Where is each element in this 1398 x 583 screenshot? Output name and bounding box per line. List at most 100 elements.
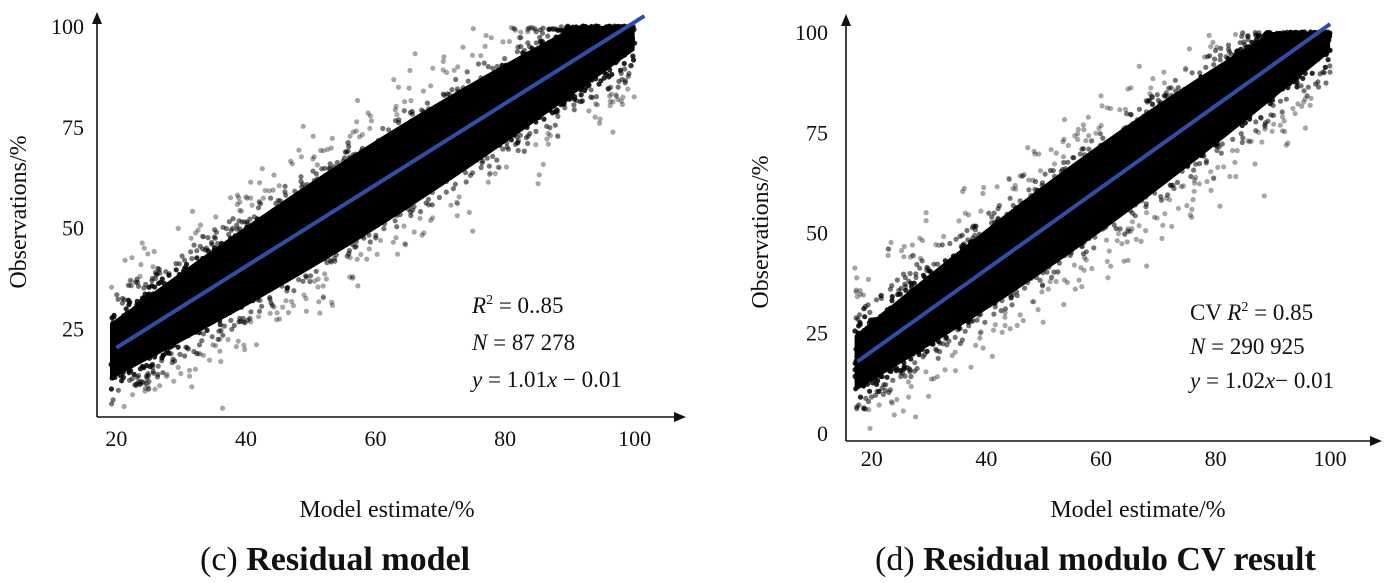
scatter-point (952, 368, 959, 374)
scatter-point (329, 184, 335, 190)
scatter-point (1061, 301, 1067, 308)
scatter-point (396, 144, 402, 150)
scatter-point (1217, 57, 1223, 63)
scatter-point (1102, 150, 1108, 156)
scatter-point (366, 213, 372, 219)
scatter-point (1156, 179, 1162, 185)
scatter-point (578, 87, 584, 93)
scatter-point (284, 285, 290, 291)
scatter-point (1124, 111, 1130, 117)
scatter-point (1128, 85, 1134, 91)
scatter-point (1046, 247, 1052, 253)
scatter-point (1212, 47, 1219, 54)
scatter-point (1031, 272, 1037, 278)
scatter-point (900, 408, 906, 414)
scatter-point (130, 358, 136, 364)
scatter-point (1058, 168, 1064, 174)
scatter-point (1086, 199, 1092, 205)
scatter-point (618, 41, 624, 47)
scatter-point (247, 315, 253, 321)
scatter-point (262, 187, 268, 194)
scatter-point (392, 191, 398, 197)
panel-c-residual-model: 20 40 60 80 100 25 50 75 100 Model estimate/% O… (6, 12, 686, 578)
scatter-point (923, 330, 929, 336)
scatter-point (1059, 247, 1065, 253)
scatter-point (146, 284, 152, 290)
scatter-point (110, 375, 116, 381)
scatter-point (1271, 121, 1277, 127)
scatter-point (137, 366, 143, 372)
scatter-point (178, 325, 184, 332)
scatter-point (558, 102, 564, 108)
scatter-point (457, 112, 463, 118)
scatter-point (1149, 101, 1156, 107)
scatter-point (1317, 50, 1323, 57)
scatter-point (1248, 86, 1255, 92)
scatter-point (1023, 266, 1029, 272)
scatter-point (147, 351, 153, 357)
scatter-point (889, 294, 895, 300)
scatter-point (280, 219, 286, 225)
scatter-point (1324, 50, 1330, 56)
scatter-point (164, 371, 170, 377)
scatter-point (892, 354, 898, 360)
scatter-point (193, 271, 200, 277)
scatter-point (386, 127, 392, 133)
scatter-point (1165, 132, 1171, 138)
scatter-point (171, 378, 177, 384)
y-tick-label: 50 (62, 216, 84, 241)
scatter-point (227, 309, 233, 315)
scatter-point (299, 214, 305, 221)
scatter-point (908, 373, 914, 380)
scatter-point (142, 385, 148, 391)
scatter-point (876, 402, 882, 408)
scatter-point (861, 327, 867, 334)
scatter-point (443, 110, 449, 116)
scatter-point (191, 289, 197, 296)
scatter-point (454, 86, 461, 92)
scatter-point (310, 156, 316, 162)
scatter-point (552, 122, 558, 128)
scatter-point (419, 107, 425, 113)
scatter-point (589, 68, 595, 74)
scatter-point (961, 185, 967, 191)
scatter-point (222, 295, 228, 301)
scatter-point (1019, 257, 1025, 263)
scatter-point (1125, 228, 1131, 235)
scatter-point (1061, 159, 1067, 166)
scatter-point (1020, 173, 1026, 179)
scatter-point (358, 251, 364, 258)
scatter-point (236, 195, 242, 201)
scatter-point (437, 180, 443, 186)
scatter-point (225, 253, 231, 260)
scatter-point (407, 203, 413, 209)
scatter-point (1010, 218, 1016, 224)
scatter-point (354, 211, 360, 217)
scatter-point (450, 186, 456, 192)
scatter-point (578, 27, 584, 33)
scatter-point (302, 231, 308, 237)
scatter-point (1080, 217, 1086, 223)
scatter-point (327, 161, 333, 167)
scatter-point (502, 56, 508, 62)
scatter-point (1072, 286, 1078, 292)
scatter-point (332, 196, 338, 202)
scatter-point (256, 314, 262, 320)
scatter-point (925, 265, 931, 271)
scatter-point (628, 63, 634, 69)
scatter-point (224, 263, 231, 269)
scatter-point (393, 103, 399, 109)
scatter-point (931, 376, 937, 382)
scatter-point (555, 92, 562, 98)
scatter-point (170, 279, 176, 285)
scatter-point (492, 171, 498, 177)
scatter-point (854, 275, 860, 281)
scatter-point (146, 386, 152, 392)
scatter-point (403, 191, 409, 197)
scatter-point (335, 175, 341, 181)
scatter-point (569, 25, 575, 32)
scatter-point (307, 252, 313, 258)
scatter-point (253, 223, 259, 229)
scatter-point (156, 348, 162, 354)
scatter-point (267, 223, 273, 230)
